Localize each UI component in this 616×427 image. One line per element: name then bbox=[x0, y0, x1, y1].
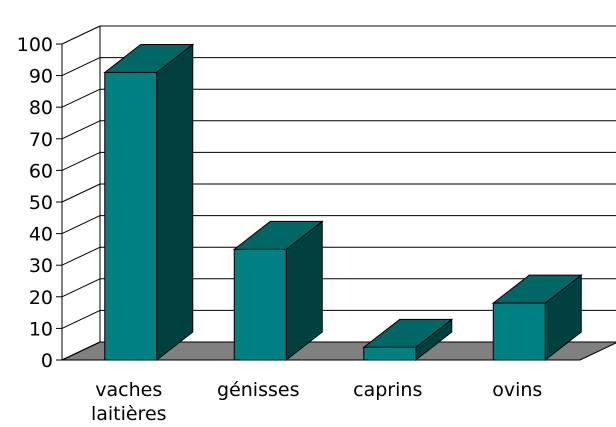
gridline-depth bbox=[61, 183, 101, 203]
bar bbox=[232, 220, 324, 362]
gridline-depth bbox=[61, 341, 101, 361]
y-tick-label: 30 bbox=[29, 255, 53, 277]
bar-front-face bbox=[363, 346, 417, 361]
x-category-label: laitières bbox=[91, 403, 167, 425]
x-category-label: vaches bbox=[95, 379, 162, 401]
gridline-depth bbox=[61, 88, 101, 108]
y-tick-label: 100 bbox=[17, 34, 53, 56]
bar-front-face bbox=[233, 248, 287, 361]
y-tick-label: 90 bbox=[29, 66, 53, 88]
y-tick-label: 80 bbox=[29, 97, 53, 119]
x-category-label: caprins bbox=[353, 379, 422, 401]
bar bbox=[491, 274, 583, 362]
y-tick-label: 20 bbox=[29, 287, 53, 309]
gridline-depth bbox=[61, 25, 101, 45]
y-tick-labels: 0 10 20 30 40 50 60 70 80 90 100 bbox=[17, 34, 53, 372]
bar-side-face bbox=[156, 43, 194, 362]
bar-front-face bbox=[104, 71, 158, 361]
y-tick-label: 40 bbox=[29, 224, 53, 246]
y-tick-label: 10 bbox=[29, 318, 53, 340]
gridline-depth bbox=[61, 57, 101, 77]
gridline-depth bbox=[61, 120, 101, 140]
y-tick-label: 70 bbox=[29, 129, 53, 151]
x-category-label: ovins bbox=[492, 379, 542, 401]
gridline-depth bbox=[61, 278, 101, 298]
bars bbox=[103, 43, 583, 362]
gridline-depth bbox=[61, 246, 101, 266]
gridline-depth bbox=[61, 309, 101, 329]
y-tick-label: 60 bbox=[29, 160, 53, 182]
bar-front-face bbox=[492, 302, 546, 361]
y-axis bbox=[56, 43, 63, 361]
y-tick-label: 0 bbox=[41, 350, 53, 372]
y-tick-label: 50 bbox=[29, 192, 53, 214]
gridline-depth bbox=[61, 215, 101, 235]
bar bbox=[362, 318, 454, 362]
x-category-label: génisses bbox=[217, 379, 299, 401]
gridline-depth bbox=[61, 151, 101, 171]
bar bbox=[103, 43, 195, 362]
